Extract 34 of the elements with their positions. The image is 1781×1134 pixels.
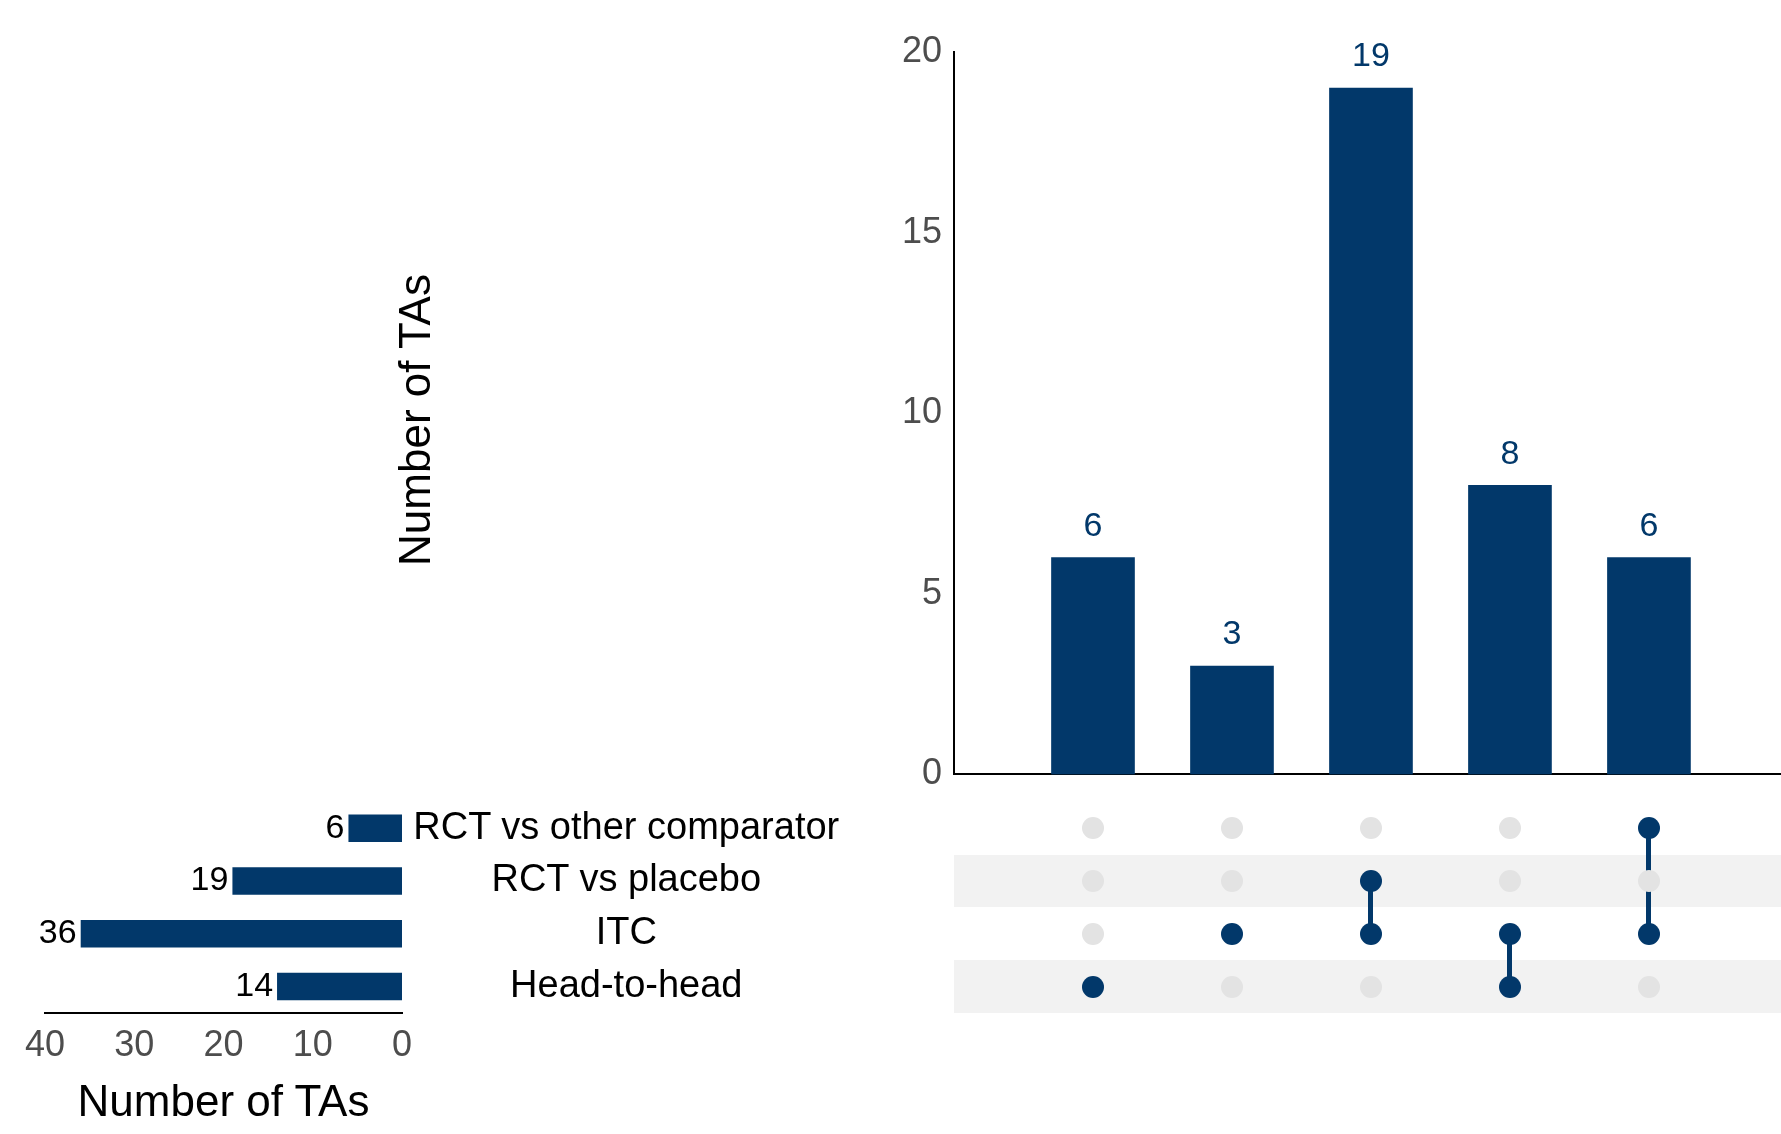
bar [1190,665,1274,775]
bar [232,867,402,895]
y-tick-label: RCT vs placebo [491,857,762,900]
bar [1607,557,1691,775]
bar [1051,557,1135,775]
x-tick-label: 0 [391,1022,413,1064]
y-tick-label: 20 [901,28,942,70]
x-tick-label: 10 [292,1022,333,1064]
data-label: 6 [325,806,345,845]
x-axis-title: Number of TAs [77,1075,370,1125]
y-tick-label: 5 [921,570,942,612]
bar [1329,87,1413,775]
data-label: 14 [235,964,274,1003]
bar [1468,485,1552,775]
data-label: 3 [1222,613,1242,652]
x-tick-label: 40 [24,1022,66,1064]
bar [80,920,402,948]
data-label: 19 [1352,35,1390,74]
y-tick-label: RCT vs other comparator [413,804,840,847]
y-axis-title: Number of TAs [390,274,440,566]
y-tick-label: ITC [595,910,657,953]
y-tick-label: 0 [921,751,942,793]
data-label: 6 [1639,505,1659,544]
bar [348,814,402,842]
y-tick-label: 15 [901,209,942,251]
data-label: 36 [38,912,77,951]
y-tick-label: 10 [901,390,942,432]
bar [277,972,402,1001]
y-tick-label: Head-to-head [510,963,743,1006]
data-label: 8 [1500,432,1520,471]
x-tick-label: 30 [114,1022,155,1064]
data-label: 19 [190,859,229,898]
data-label: 6 [1083,505,1103,544]
x-tick-label: 20 [203,1022,244,1064]
